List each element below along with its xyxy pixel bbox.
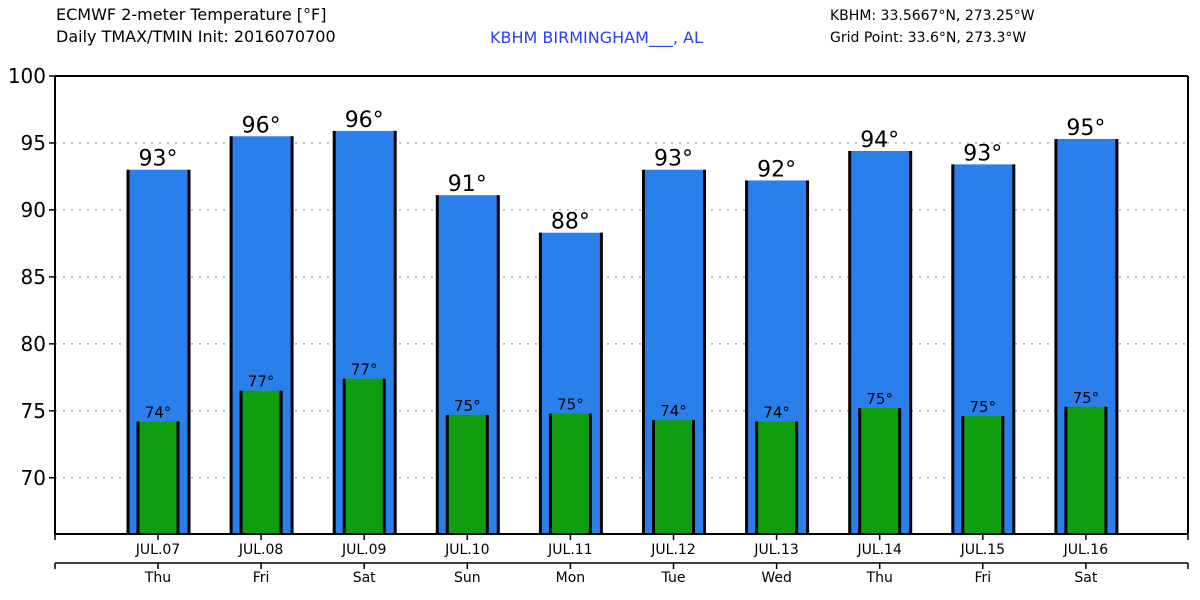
- date-label: JUL.11: [547, 542, 592, 558]
- tmax-value-label: 95°: [1066, 116, 1105, 141]
- tmin-value-label: 75°: [1073, 389, 1100, 407]
- tmin-bar: [859, 408, 900, 534]
- tmax-value-label: 96°: [242, 113, 281, 138]
- weekday-label: Fri: [974, 570, 991, 586]
- date-label: JUL.12: [650, 542, 695, 558]
- tmin-value-label: 74°: [145, 404, 172, 422]
- date-label: JUL.08: [238, 542, 283, 558]
- tmax-value-label: 92°: [757, 157, 796, 182]
- weekday-label: Sat: [1074, 570, 1097, 586]
- tmin-value-label: 75°: [454, 397, 481, 415]
- tmax-value-label: 96°: [345, 108, 384, 133]
- date-label: JUL.10: [444, 542, 489, 558]
- tmin-value-label: 74°: [660, 402, 687, 420]
- y-tick-label: 70: [21, 466, 46, 490]
- tmin-value-label: 74°: [763, 404, 790, 422]
- tmin-bar: [344, 378, 385, 534]
- station-name: KBHM BIRMINGHAM___, AL: [490, 28, 703, 47]
- weekday-label: Sun: [454, 570, 481, 586]
- tmax-value-label: 88°: [551, 210, 590, 235]
- tmin-value-label: 77°: [351, 361, 378, 379]
- date-label: JUL.13: [753, 542, 798, 558]
- chart-title: ECMWF 2-meter Temperature [°F]: [56, 5, 327, 24]
- tmax-value-label: 94°: [860, 128, 899, 153]
- weekday-label: Wed: [761, 570, 792, 586]
- tmin-value-label: 75°: [866, 390, 893, 408]
- weekday-label: Thu: [866, 570, 893, 586]
- tmin-value-label: 75°: [557, 395, 584, 413]
- y-tick-label: 85: [21, 265, 46, 289]
- weekday-label: Thu: [144, 570, 171, 586]
- tmin-bar: [1065, 406, 1106, 534]
- y-tick-label: 90: [21, 198, 46, 222]
- grid-point-coordinates: Grid Point: 33.6°N, 273.3°W: [830, 30, 1027, 46]
- y-tick-label: 95: [21, 131, 46, 155]
- date-label: JUL.09: [341, 542, 386, 558]
- tmin-bar: [138, 421, 178, 534]
- y-tick-label: 75: [21, 399, 46, 423]
- station-coordinates: KBHM: 33.5667°N, 273.25°W: [830, 8, 1035, 24]
- y-tick-label: 100: [8, 64, 46, 88]
- y-tick-label: 80: [21, 332, 46, 356]
- date-label: JUL.16: [1063, 542, 1109, 558]
- tmin-bar: [756, 421, 797, 534]
- weekday-label: Sat: [353, 570, 376, 586]
- tmax-value-label: 93°: [654, 147, 693, 172]
- tmax-value-label: 93°: [139, 147, 178, 172]
- weekday-label: Tue: [661, 570, 686, 586]
- date-label: JUL.15: [960, 542, 1005, 558]
- tmin-value-label: 75°: [970, 398, 997, 416]
- weekday-label: Mon: [556, 570, 586, 586]
- chart-subtitle: Daily TMAX/TMIN Init: 2016070700: [56, 27, 336, 46]
- tmax-value-label: 91°: [448, 172, 487, 197]
- weekday-label: Fri: [253, 570, 270, 586]
- tmin-bar: [653, 420, 694, 534]
- tmin-bar: [447, 414, 488, 534]
- date-label: JUL.07: [135, 542, 180, 558]
- date-label: JUL.14: [856, 542, 902, 558]
- tmax-value-label: 93°: [963, 141, 1002, 166]
- tmin-value-label: 77°: [248, 373, 275, 391]
- tmin-bar: [550, 413, 591, 534]
- tmin-bar: [241, 390, 282, 534]
- tmin-bar: [962, 416, 1003, 534]
